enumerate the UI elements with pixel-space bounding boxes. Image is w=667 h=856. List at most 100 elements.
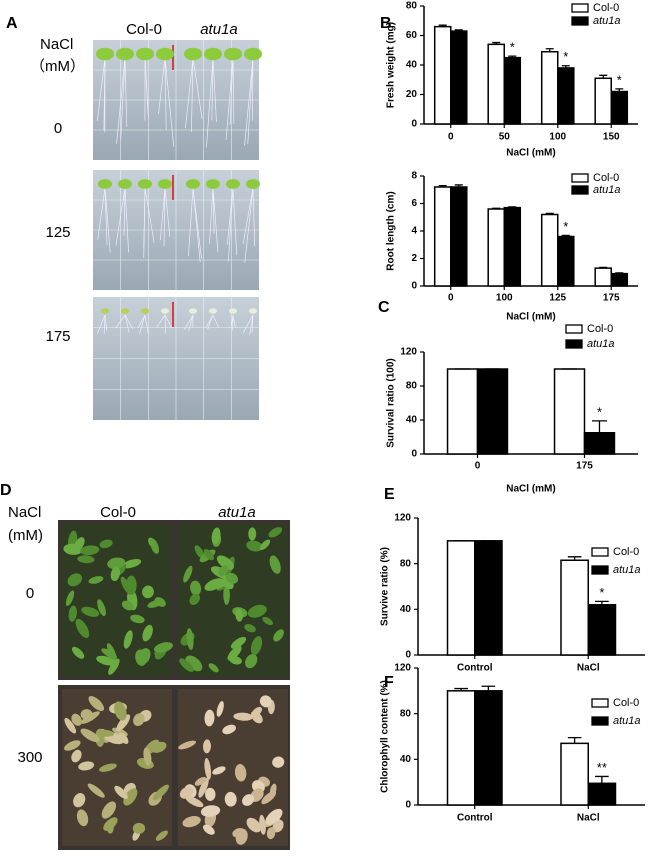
x-tick-label: 100: [496, 293, 513, 304]
x-tick-label: 0: [475, 461, 481, 472]
y-tick-label: 8: [411, 171, 417, 182]
legend-swatch: [592, 566, 608, 574]
leaf: [186, 179, 200, 189]
bar: [488, 44, 504, 124]
error-bar: [492, 208, 500, 209]
bar: [588, 783, 615, 805]
bar: [561, 560, 588, 655]
y-tick-label: 0: [411, 281, 417, 292]
bar: [435, 27, 451, 124]
error-bar: [599, 267, 607, 268]
column-label: atu1a: [218, 504, 256, 521]
y-tick-label: 0: [405, 650, 411, 661]
leaf: [246, 179, 260, 189]
error-bar: [592, 421, 607, 433]
legend-label: atu1a: [593, 15, 621, 27]
panel-letter: D: [0, 482, 12, 499]
leaf: [118, 179, 132, 189]
x-tick-label: Control: [457, 663, 493, 674]
leaf: [121, 308, 129, 314]
row-header: NaCl: [8, 504, 41, 521]
panel-letter: C: [378, 299, 390, 316]
legend-label: Col-0: [593, 172, 619, 184]
legend-label: atu1a: [613, 715, 641, 727]
leaf: [96, 48, 114, 61]
bar: [504, 208, 520, 286]
bar: [448, 691, 475, 805]
bar: [595, 78, 611, 124]
row-label: 0: [26, 585, 34, 602]
x-tick-label: 0: [448, 132, 454, 143]
bar: [451, 187, 467, 286]
significance-label: *: [597, 404, 602, 419]
x-tick-label: 50: [499, 132, 511, 143]
leaf: [206, 179, 220, 189]
bar: [585, 433, 615, 454]
bar: [558, 68, 574, 124]
y-tick-label: 40: [400, 754, 412, 765]
leaf: [189, 308, 197, 314]
row-label: 0: [54, 120, 62, 137]
y-tick-label: 40: [406, 60, 418, 71]
bar: [558, 237, 574, 287]
bar: [595, 268, 611, 286]
x-tick-label: 175: [603, 293, 620, 304]
x-tick-label: 0: [448, 293, 454, 304]
row-label: 125: [45, 224, 70, 241]
y-axis-label: Chlorophyll content (%): [380, 680, 391, 793]
y-axis-label: Fresh weight (mg): [386, 22, 397, 108]
leaf: [224, 48, 242, 61]
bar: [478, 369, 508, 454]
y-tick-label: 20: [406, 89, 418, 100]
x-tick-label: 175: [576, 461, 593, 472]
legend-label: atu1a: [593, 184, 621, 196]
legend-label: Col-0: [613, 546, 639, 558]
legend-swatch: [572, 17, 588, 25]
y-axis-label: Survive ratio (%): [380, 547, 391, 626]
significance-label: *: [599, 585, 604, 600]
y-tick-label: 120: [394, 663, 411, 674]
leaf: [141, 308, 149, 314]
y-tick-label: 40: [406, 415, 418, 426]
legend-swatch: [566, 340, 582, 348]
legend-label: Col-0: [593, 2, 619, 14]
leaf: [184, 48, 202, 61]
bar: [504, 58, 520, 124]
y-tick-label: 120: [394, 513, 411, 524]
x-axis-label: NaCl (mM): [506, 484, 555, 495]
leaf: [156, 48, 174, 61]
bar: [488, 209, 504, 286]
bar: [588, 605, 615, 655]
x-tick-label: 150: [603, 132, 620, 143]
legend-swatch: [566, 325, 582, 333]
legend-label: Col-0: [613, 697, 639, 709]
leaf: [116, 48, 134, 61]
panel-letter: E: [384, 486, 395, 503]
column-label: atu1a: [200, 21, 238, 38]
x-tick-label: NaCl: [577, 813, 600, 824]
legend-label: Col-0: [587, 323, 613, 335]
legend-swatch: [572, 4, 588, 12]
row-label: 175: [45, 328, 70, 345]
bar: [555, 369, 585, 454]
error-bar: [508, 207, 516, 208]
leaf: [101, 308, 109, 314]
error-bar: [595, 776, 609, 783]
leaf: [204, 48, 222, 61]
bar: [448, 369, 478, 454]
legend-swatch: [572, 174, 588, 182]
x-tick-label: NaCl: [577, 663, 600, 674]
y-tick-label: 0: [405, 800, 411, 811]
bar: [451, 31, 467, 124]
leaf: [138, 179, 152, 189]
photos: [58, 40, 290, 850]
panel-letter: B: [380, 15, 392, 32]
panel-letter: A: [6, 15, 18, 32]
y-tick-label: 0: [411, 119, 417, 130]
bar: [611, 274, 627, 286]
y-tick-label: 40: [400, 604, 412, 615]
y-tick-label: 6: [411, 198, 417, 209]
row-header: （mM）: [30, 58, 85, 75]
